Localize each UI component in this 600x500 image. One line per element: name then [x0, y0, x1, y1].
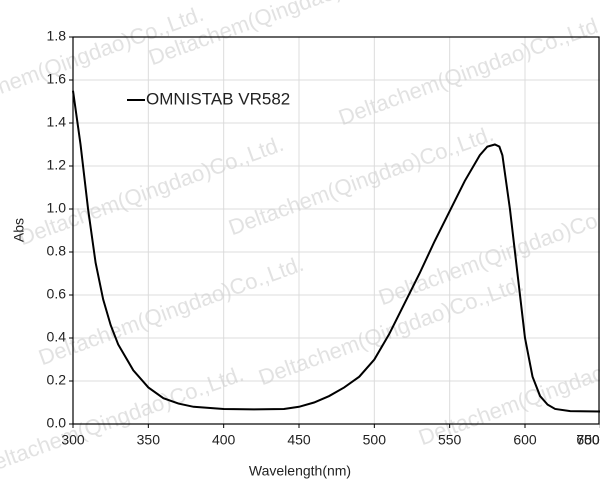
x-tick-label: 350 — [137, 432, 161, 448]
x-tick-label: 600 — [513, 432, 537, 448]
y-tick-label: 0.4 — [47, 329, 67, 345]
x-tick-label: 500 — [363, 432, 387, 448]
y-tick-label: 0.0 — [47, 415, 67, 431]
data-line — [72, 90, 600, 413]
watermark: Deltachem(Qingdao)Co.,Ltd. — [335, 11, 600, 130]
y-tick-label: 1.6 — [47, 71, 67, 87]
x-tick-label: 450 — [287, 432, 311, 448]
x-axis-label: Wavelength(nm) — [249, 463, 351, 479]
plot-frame — [72, 36, 600, 425]
y-tick-label: 0.6 — [47, 286, 67, 302]
grid — [72, 36, 600, 425]
y-axis-label: Abs — [11, 218, 27, 242]
x-tick-label: 750 — [576, 432, 600, 448]
legend-label: OMNISTAB VR582 — [146, 89, 290, 108]
y-tick-label: 1.2 — [47, 157, 67, 173]
y-tick-label: 0.8 — [47, 243, 67, 259]
watermark: Deltachem(Qingdao)Co.,Ltd. — [35, 251, 307, 370]
watermarks: Deltachem(Qingdao)Co.,Ltd.Deltachem(Qing… — [0, 0, 600, 480]
x-tick-label: 550 — [438, 432, 462, 448]
y-tick-label: 1.4 — [47, 114, 67, 130]
y-tick-label: 1.0 — [47, 200, 67, 216]
y-tick-label: 1.8 — [47, 28, 67, 44]
y-tick-label: 0.2 — [47, 372, 67, 388]
x-tick-label: 700 — [576, 432, 600, 448]
x-tick-label: 400 — [212, 432, 236, 448]
x-tick-label: 650 — [576, 432, 600, 448]
x-tick-label: 300 — [61, 432, 85, 448]
watermark: Deltachem(Qingdao)Co.,Ltd. — [0, 361, 247, 480]
